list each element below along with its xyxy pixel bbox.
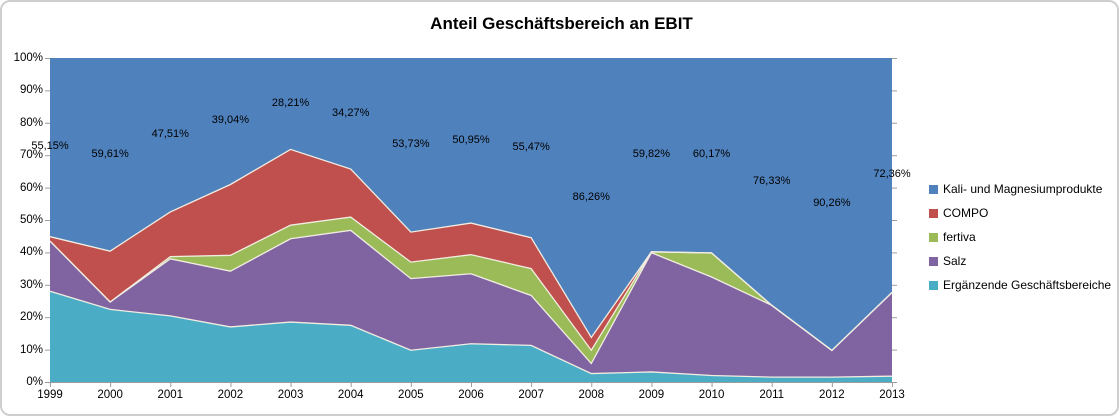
y-tick-label: 70% xyxy=(19,149,43,162)
data-label: 34,27% xyxy=(332,106,370,119)
y-tick-label: 90% xyxy=(19,84,43,97)
series-border-line xyxy=(49,290,893,378)
series-area-fertiva[interactable] xyxy=(50,217,892,364)
x-tick-label: 2007 xyxy=(518,389,544,401)
y-tick-label: 40% xyxy=(19,246,43,259)
x-tick-label: 2000 xyxy=(97,389,123,401)
data-label: 50,95% xyxy=(452,133,490,146)
y-tick-label: 10% xyxy=(19,343,43,356)
data-label: 55,47% xyxy=(512,140,550,153)
legend-swatch-icon xyxy=(929,280,938,290)
legend-label: Kali- und Magnesiumprodukte xyxy=(943,182,1103,196)
data-label: 53,73% xyxy=(392,138,430,151)
x-tick-label: 2006 xyxy=(458,389,484,401)
x-tick-label: 2002 xyxy=(217,389,244,401)
x-tick-label: 2013 xyxy=(879,389,905,401)
y-tick-label: 0% xyxy=(26,376,43,388)
legend-swatch-icon xyxy=(929,184,938,194)
legend-item-fertiva[interactable]: fertiva xyxy=(929,225,976,249)
data-label: 76,33% xyxy=(753,174,791,187)
series-area-erg-nzende-gesch-ftsbereiche[interactable] xyxy=(50,291,892,382)
data-label: 47,51% xyxy=(151,127,189,140)
legend-label: COMPO xyxy=(943,206,989,220)
legend-item-erg-nzende-gesch-ftsbereiche[interactable]: Ergänzende Geschäftsbereiche xyxy=(929,273,1111,297)
data-label: 55,15% xyxy=(31,140,69,153)
y-tick-label: 20% xyxy=(19,311,43,324)
legend-item-salz[interactable]: Salz xyxy=(929,249,966,273)
y-tick-label: 60% xyxy=(19,181,43,194)
x-tick-label: 2004 xyxy=(337,389,364,401)
data-label: 59,61% xyxy=(91,147,129,160)
series-border-line xyxy=(49,148,893,352)
x-tick-label: 2003 xyxy=(277,389,304,401)
y-tick-label: 50% xyxy=(19,214,43,226)
series-border-line xyxy=(49,229,893,365)
legend-label: Salz xyxy=(943,254,967,268)
legend-swatch-icon xyxy=(929,232,938,242)
data-label: 39,04% xyxy=(211,114,250,127)
data-label: 86,26% xyxy=(572,190,610,203)
legend-swatch-icon xyxy=(929,208,938,218)
series-area-kali-und-magnesiumprodukte[interactable] xyxy=(50,58,892,351)
y-tick-label: 30% xyxy=(19,278,43,291)
data-label: 60,17% xyxy=(692,148,731,161)
x-tick-label: 2001 xyxy=(157,389,184,401)
legend-swatch-icon xyxy=(929,256,938,266)
legend-item-kali-und-magnesiumprodukte[interactable]: Kali- und Magnesiumprodukte xyxy=(929,177,1102,201)
data-label: 90,26% xyxy=(813,197,851,210)
y-tick-label: 80% xyxy=(19,116,43,129)
x-tick-label: 2012 xyxy=(819,389,845,401)
x-tick-label: 2011 xyxy=(759,389,785,401)
x-tick-label: 2009 xyxy=(638,389,665,401)
data-label: 72,36% xyxy=(873,168,911,181)
x-tick-label: 1999 xyxy=(37,389,63,401)
legend-label: Ergänzende Geschäftsbereiche xyxy=(943,278,1112,292)
x-tick-label: 2010 xyxy=(698,389,725,401)
legend-label: fertiva xyxy=(943,230,976,244)
series-area-compo[interactable] xyxy=(50,149,892,351)
x-tick-label: 2008 xyxy=(578,389,605,401)
data-label: 28,21% xyxy=(271,96,310,109)
y-tick-label: 100% xyxy=(13,52,43,64)
series-area-salz[interactable] xyxy=(50,230,892,378)
legend-item-compo[interactable]: COMPO xyxy=(929,201,988,225)
chart-title: Anteil Geschäftsbereich an EBIT xyxy=(430,14,693,33)
x-tick-label: 2005 xyxy=(398,389,424,401)
data-label: 59,82% xyxy=(632,147,671,160)
